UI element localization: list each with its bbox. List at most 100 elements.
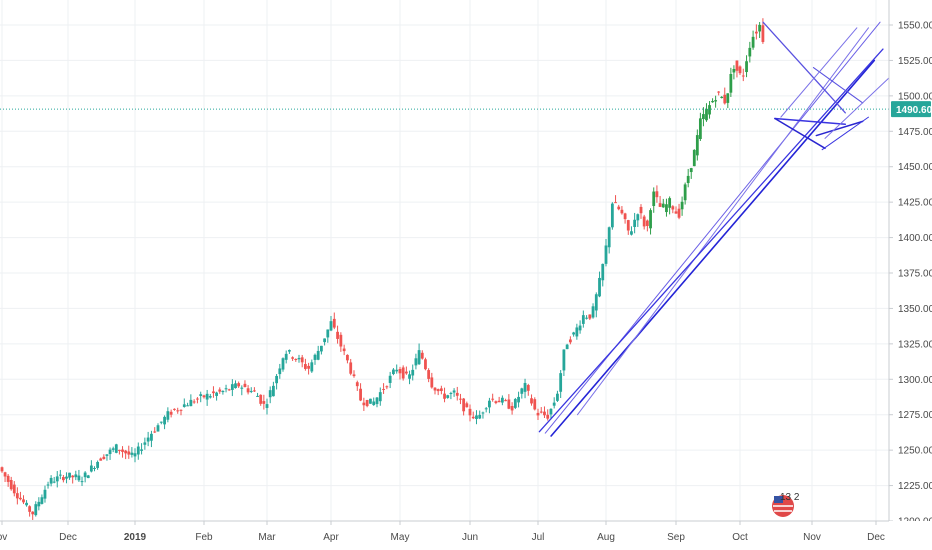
flag-badge[interactable]: 13 2 (772, 492, 800, 517)
candle-body (620, 209, 624, 214)
trendline[interactable] (774, 117, 847, 125)
candle-body (140, 449, 143, 451)
candle-body (55, 476, 59, 482)
candle (192, 399, 196, 404)
candle (121, 446, 124, 458)
candle-body (395, 369, 399, 372)
candle (278, 363, 282, 379)
candle-body (256, 395, 259, 397)
candle-body (49, 477, 53, 484)
candle-body (392, 369, 395, 375)
candle-body (310, 362, 314, 372)
trendline[interactable] (821, 116, 869, 151)
candle (272, 381, 275, 397)
trendline[interactable] (762, 21, 846, 114)
candle-body (507, 399, 511, 409)
candle (173, 408, 176, 411)
candle-body (443, 393, 446, 399)
candle (25, 500, 28, 507)
candle (617, 204, 621, 211)
candle (96, 460, 100, 470)
candle (246, 385, 250, 395)
candle (230, 379, 234, 397)
candle-body (378, 392, 382, 402)
candle (420, 350, 424, 360)
candle-body (408, 374, 411, 379)
trendline[interactable] (538, 48, 884, 433)
candle-body (683, 184, 687, 201)
candle (732, 65, 736, 80)
trendline[interactable] (550, 59, 876, 437)
candle (102, 454, 106, 460)
candle-body (481, 412, 485, 414)
candle-body (671, 206, 675, 210)
candle-body (382, 388, 385, 390)
candle-body (15, 493, 19, 499)
candle (93, 466, 96, 472)
candle-body (642, 216, 646, 227)
trendline[interactable] (774, 117, 826, 150)
candle (674, 206, 678, 214)
candle-body (46, 484, 50, 486)
candle (623, 212, 627, 224)
candle (240, 385, 244, 396)
candle-body (578, 325, 582, 331)
trendline[interactable] (576, 27, 869, 416)
candle (118, 449, 121, 455)
candle-body (68, 472, 71, 478)
candle-body (234, 383, 237, 389)
candle-body (237, 383, 241, 387)
time-axis[interactable]: ov Dec 2019 Feb Mar Apr May Jun Jul Aug Sep Oct Nov D… (0, 520, 932, 550)
candle (433, 387, 437, 395)
trendline[interactable] (812, 66, 864, 104)
candle (530, 394, 533, 406)
candle (0, 466, 4, 473)
candle-body (375, 397, 379, 405)
candle-body (649, 210, 652, 229)
y-tick-label: 1550.00 (898, 21, 932, 32)
candle (156, 423, 160, 432)
candle-body (272, 385, 275, 397)
candle-body (758, 24, 762, 32)
x-tick-label: Dec (59, 532, 77, 543)
x-tick-label: Feb (195, 532, 213, 543)
candle-body (414, 358, 418, 366)
trendline[interactable] (815, 120, 864, 137)
candle (398, 366, 402, 380)
x-tick-label: May (391, 532, 410, 543)
candle (417, 343, 421, 365)
candle-body (411, 369, 415, 376)
candle (475, 410, 478, 425)
x-tick-label: Apr (323, 532, 339, 543)
candle (526, 383, 530, 396)
candle (549, 408, 553, 420)
candle (329, 315, 333, 332)
candle-body (738, 66, 742, 74)
candle-body (80, 481, 84, 483)
candle (604, 239, 608, 267)
candle (594, 292, 598, 318)
candle (738, 65, 742, 76)
candle-body (748, 47, 752, 57)
candle (436, 388, 440, 396)
trendline[interactable] (544, 21, 881, 434)
candle (378, 387, 382, 406)
candle-body (430, 377, 434, 388)
candle-body (692, 149, 696, 167)
candle-body (478, 414, 482, 419)
trendline-drawings[interactable] (538, 21, 913, 437)
candle-body (633, 219, 637, 227)
trendline[interactable] (780, 27, 858, 118)
candle (708, 101, 711, 119)
candle-body (500, 397, 504, 403)
candle (729, 67, 733, 97)
candle-body (342, 348, 346, 352)
price-axis[interactable]: 1550.00 1525.00 1500.00 1475.00 1450.00 1425.… (888, 0, 932, 550)
candle-body (751, 36, 755, 48)
candle-body (546, 414, 550, 419)
candle-body (262, 401, 266, 404)
candle-body (533, 399, 537, 410)
candle (49, 475, 53, 487)
candle-body (446, 395, 450, 398)
